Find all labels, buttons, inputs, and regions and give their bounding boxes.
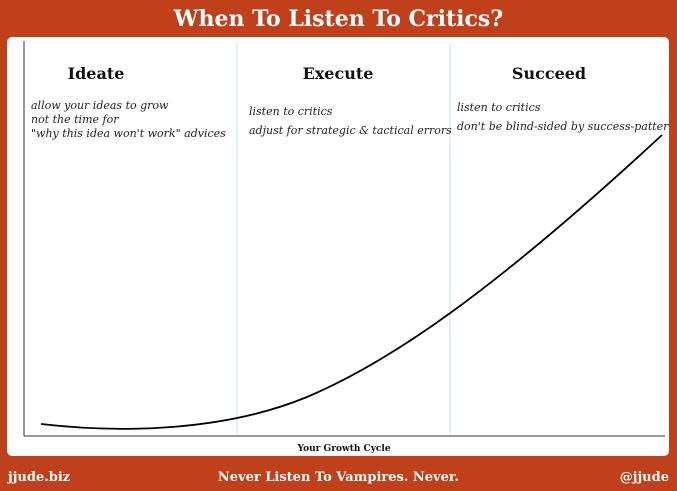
succeed-note-2: don't be blind-sided by success-patterns <box>457 120 669 133</box>
ideate-note-1: allow your ideas to grow <box>31 99 169 112</box>
page-title: When To Listen To Critics? <box>173 6 504 32</box>
footer-tagline: Never Listen To Vampires. Never. <box>217 470 460 485</box>
succeed-note-1: listen to critics <box>457 101 541 114</box>
growth-curve <box>40 134 663 430</box>
ideate-note-3: "why this idea won't work" advices <box>31 127 226 140</box>
growth-diagram: Ideate Execute Succeed allow your ideas … <box>23 41 677 454</box>
phase-heading-succeed: Succeed <box>512 64 586 83</box>
ideate-note-2: not the time for <box>31 113 119 126</box>
x-axis-label: Your Growth Cycle <box>296 444 390 454</box>
footer-handle-link[interactable]: @jjude <box>619 470 669 485</box>
execute-note-2: adjust for strategic & tactical errors <box>249 124 452 137</box>
phase-heading-ideate: Ideate <box>68 64 125 83</box>
execute-note-1: listen to critics <box>249 105 333 118</box>
phase-heading-execute: Execute <box>303 64 374 83</box>
footer-site-link[interactable]: jjude.biz <box>8 470 71 485</box>
diagram-panel: Ideate Execute Succeed allow your ideas … <box>7 37 677 456</box>
